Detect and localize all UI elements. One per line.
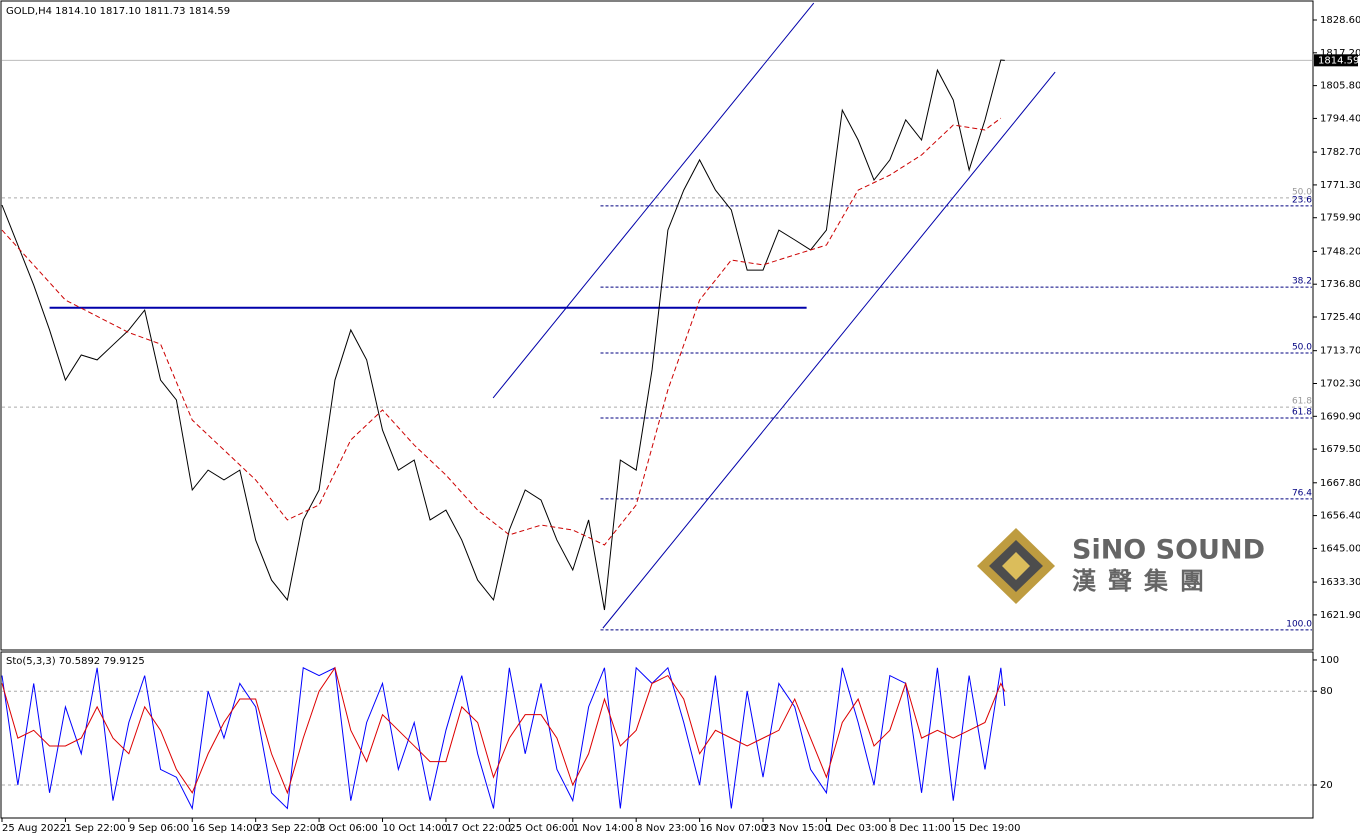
x-tick-label: 17 Oct 22:00 [446,823,511,834]
channel-line [602,71,1056,629]
y-tick-label: 1645.00 [1320,543,1360,554]
logo-name: SiNO SOUND [1072,535,1265,566]
last-price-label: 1814.59 [1318,55,1359,66]
last-price-box [1314,54,1358,67]
y-tick-label: 1656.40 [1320,511,1360,522]
x-tick-label: 9 Sep 06:00 [129,823,189,834]
y-tick-label: 1782.70 [1320,147,1360,158]
y-tick-label: 1828.60 [1320,15,1360,26]
series-line [1,59,1005,611]
fib-label: 61.8 [1292,408,1312,418]
y-tick-label: 1759.90 [1320,213,1360,224]
fib-label: 76.4 [1292,488,1312,498]
y-tick-label: 1690.90 [1320,411,1360,422]
indicator-title: Sto(5,3,3) 70.5892 79.9125 [6,656,145,667]
x-tick-label: 1 Sep 22:00 [65,823,125,834]
y-tick-label: 100 [1320,655,1339,666]
y-tick-label: 1736.80 [1320,279,1360,290]
fib-label: 23.6 [1292,195,1312,205]
x-tick-label: 16 Nov 07:00 [700,823,767,834]
main-panel [0,0,1314,651]
y-tick-label: 1633.30 [1320,577,1360,588]
y-tick-label: 1621.90 [1320,610,1360,621]
y-tick-label: 1748.20 [1320,246,1360,257]
channel-line [492,2,815,399]
fib-label: 38.2 [1292,277,1312,287]
watermark: SiNO SOUND 漢聲集團 [977,528,1265,604]
y-tick-label: 80 [1320,686,1333,697]
chart-title: GOLD,H4 1814.10 1817.10 1811.73 1814.59 [6,6,230,17]
series-line [1,666,1006,795]
x-tick-label: 23 Nov 15:00 [763,823,830,834]
x-tick-label: 1 Dec 03:00 [826,823,887,834]
fib-label: 50.0 [1292,342,1312,352]
reference-label: 50.0 [1292,187,1312,197]
reference-label: 61.8 [1292,397,1312,407]
y-tick-label: 20 [1320,780,1333,791]
x-tick-label: 8 Dec 11:00 [890,823,951,834]
y-tick-label: 1667.80 [1320,478,1360,489]
y-tick-label: 1805.80 [1320,81,1360,92]
x-tick-label: 23 Sep 22:00 [256,823,323,834]
y-tick-label: 1679.50 [1320,444,1360,455]
x-tick-label: 15 Dec 19:00 [953,823,1020,834]
x-tick-label: 10 Oct 14:00 [383,823,448,834]
fib-label: 100.0 [1286,619,1312,629]
x-tick-label: 25 Oct 06:00 [509,823,574,834]
y-tick-label: 1771.30 [1320,180,1360,191]
y-tick-label: 1725.40 [1320,312,1360,323]
y-tick-label: 1817.20 [1320,48,1360,59]
y-tick-label: 1702.30 [1320,378,1360,389]
x-tick-label: 25 Aug 2022 [2,823,66,834]
x-tick-label: 16 Sep 14:00 [192,823,259,834]
x-tick-label: 3 Oct 06:00 [319,823,378,834]
series-line [1,117,1002,546]
y-tick-label: 1713.70 [1320,346,1360,357]
logo-core [1002,552,1030,580]
x-tick-label: 1 Nov 14:00 [573,823,634,834]
series-line [1,666,1006,811]
x-tick-label: 8 Nov 23:00 [636,823,697,834]
stoch-panel [0,651,1314,819]
logo-chinese: 漢聲集團 [1072,567,1216,595]
y-tick-label: 1794.40 [1320,113,1360,124]
